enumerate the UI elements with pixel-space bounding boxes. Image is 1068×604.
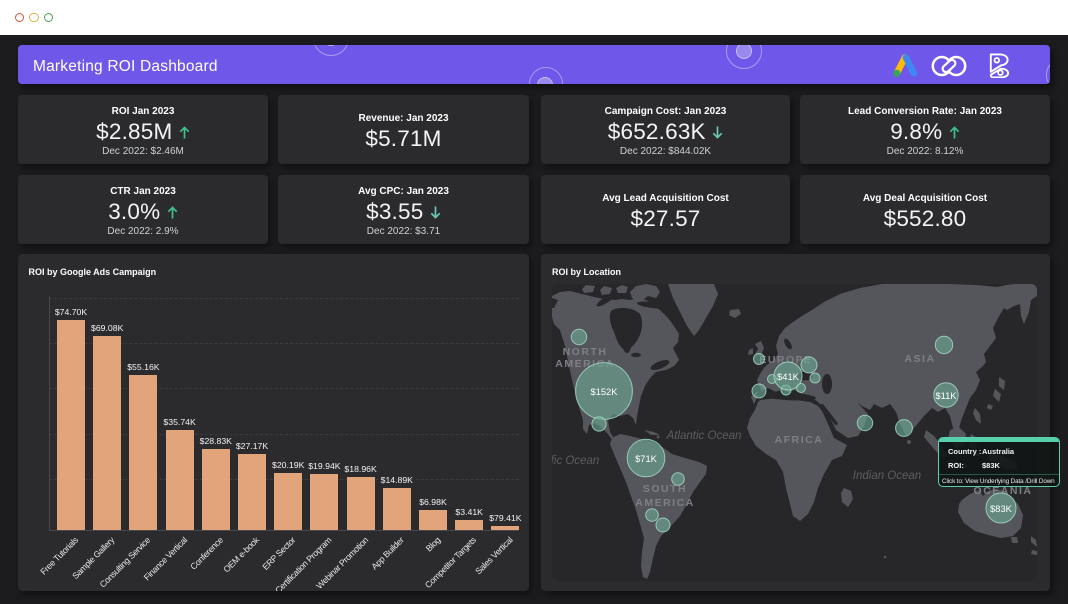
svg-text:NORTH: NORTH <box>563 346 608 358</box>
svg-text:AMERICA: AMERICA <box>635 497 695 509</box>
svg-text:ASIA: ASIA <box>904 353 935 365</box>
svg-text:$11K: $11K <box>935 391 957 401</box>
svg-text:$41K: $41K <box>777 372 800 382</box>
svg-text:$71K: $71K <box>635 454 658 464</box>
svg-text:fic Ocean: fic Ocean <box>552 455 599 467</box>
svg-text:$83K: $83K <box>990 504 1013 514</box>
svg-text:SOUTH: SOUTH <box>643 483 687 495</box>
svg-text:Indian Ocean: Indian Ocean <box>853 470 921 482</box>
svg-text:$152K: $152K <box>591 387 619 397</box>
svg-text:Atlantic Ocean: Atlantic Ocean <box>666 430 742 442</box>
svg-text:EUROPE: EUROPE <box>759 354 812 366</box>
svg-text:AFRICA: AFRICA <box>775 434 824 446</box>
svg-text:OCEANIA: OCEANIA <box>974 485 1033 497</box>
